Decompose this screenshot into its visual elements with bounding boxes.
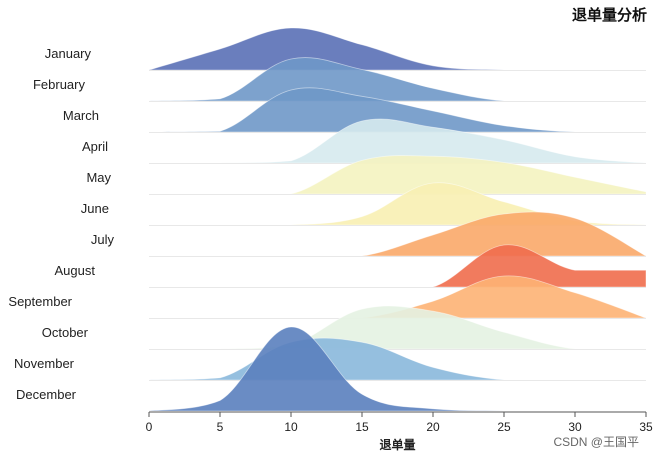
category-label-september: September bbox=[8, 294, 72, 309]
x-tick-label: 35 bbox=[639, 420, 653, 434]
ridge-area-may bbox=[148, 155, 647, 195]
category-label-february: February bbox=[32, 77, 85, 92]
ridge-area-october bbox=[149, 305, 646, 350]
ridge-october bbox=[149, 305, 646, 350]
category-label-october: October bbox=[41, 325, 88, 340]
category-label-november: November bbox=[14, 356, 74, 371]
ridge-area-march bbox=[148, 87, 646, 133]
ridge-area-december bbox=[148, 326, 646, 412]
category-label-july: July bbox=[90, 232, 114, 247]
ridge-december bbox=[148, 326, 646, 412]
ridge-february bbox=[148, 57, 646, 102]
ridge-area-april bbox=[149, 118, 647, 164]
category-label-april: April bbox=[81, 139, 108, 154]
category-label-may: May bbox=[86, 170, 111, 185]
ridge-may bbox=[148, 155, 647, 195]
ridge-area-february bbox=[148, 57, 646, 102]
ridge-july bbox=[148, 211, 647, 257]
x-axis-title: 退单量 bbox=[379, 437, 415, 452]
x-tick-label: 25 bbox=[497, 420, 511, 434]
watermark-text: CSDN @王国平 bbox=[553, 435, 639, 449]
category-label-august: August bbox=[54, 263, 95, 278]
ridge-april bbox=[149, 118, 647, 164]
x-tick-label: 20 bbox=[426, 420, 440, 434]
category-label-march: March bbox=[62, 108, 99, 123]
ridge-january bbox=[148, 27, 646, 71]
category-label-december: December bbox=[16, 387, 76, 402]
ridge-area-january bbox=[148, 27, 646, 71]
x-tick-label: 5 bbox=[217, 420, 224, 434]
chart-title: 退单量分析 bbox=[571, 7, 647, 24]
ridge-march bbox=[148, 87, 646, 133]
x-tick-label: 10 bbox=[284, 420, 298, 434]
x-tick-label: 15 bbox=[355, 420, 369, 434]
ridge-area-july bbox=[148, 211, 647, 257]
category-label-june: June bbox=[80, 201, 109, 216]
x-tick-label: 30 bbox=[568, 420, 582, 434]
category-label-january: January bbox=[44, 46, 91, 61]
x-tick-label: 0 bbox=[146, 420, 153, 434]
